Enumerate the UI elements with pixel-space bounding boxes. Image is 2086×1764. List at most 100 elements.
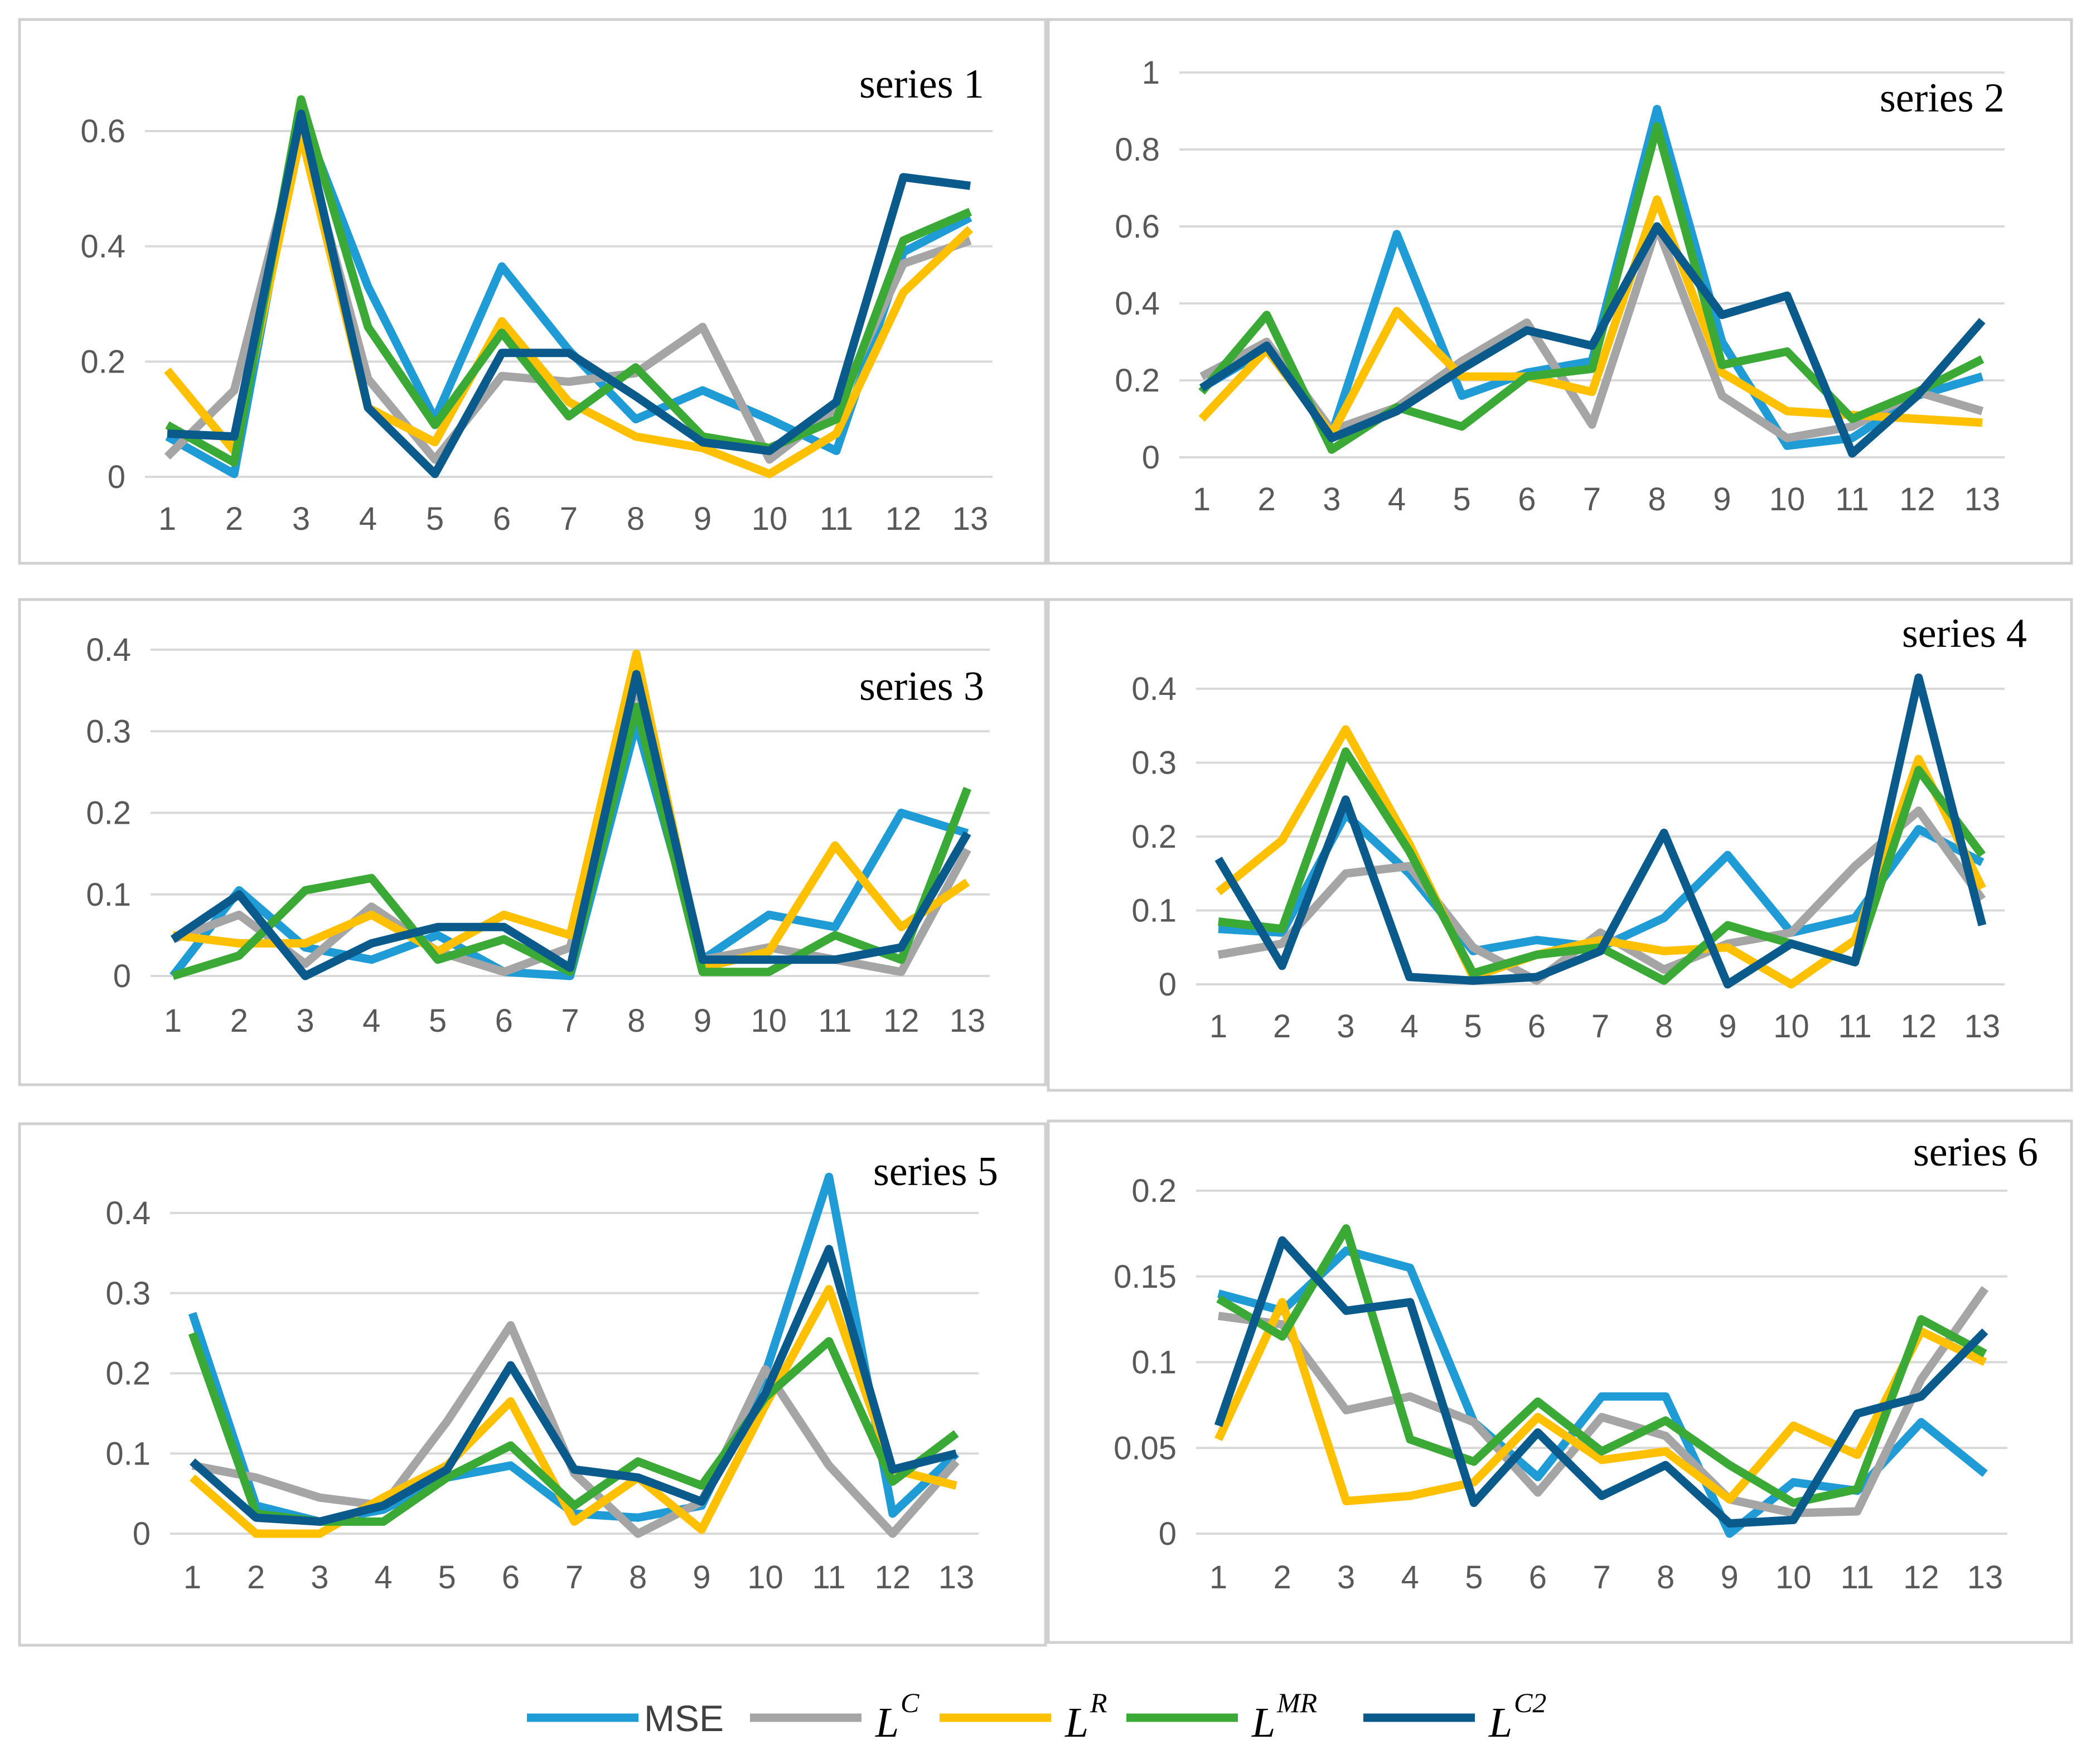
x-tick-label: 13 [1967, 1559, 2003, 1596]
x-tick-label: 13 [938, 1559, 975, 1596]
series-line-lc [1218, 1285, 1989, 1517]
x-tick-label: 5 [1465, 1559, 1483, 1596]
x-tick-label: 13 [952, 501, 989, 537]
x-tick-label: 7 [1593, 1559, 1610, 1596]
x-tick-label: 8 [1648, 481, 1666, 518]
y-tick-label: 0 [133, 1516, 151, 1552]
x-tick-label: 6 [1518, 481, 1536, 518]
y-tick-label: 0.3 [86, 713, 131, 750]
x-tick-label: 11 [1836, 481, 1869, 518]
panel-frame [18, 18, 1047, 565]
x-tick-label: 13 [1964, 1008, 2001, 1045]
legend-item-lmr: L MR [1126, 1687, 1317, 1746]
x-tick-label: 13 [950, 1003, 986, 1039]
series-line-lr [190, 1285, 957, 1538]
x-tick-label: 7 [561, 1003, 579, 1039]
y-tick-label: 0.2 [1115, 363, 1160, 399]
x-tick-label: 2 [247, 1559, 265, 1596]
x-tick-label: 1 [1209, 1559, 1227, 1596]
x-tick-label: 11 [812, 1559, 846, 1596]
y-tick-label: 0.1 [1131, 893, 1177, 929]
y-tick-label: 0.4 [1131, 671, 1177, 707]
series-line-lr [1214, 1298, 1987, 1506]
x-tick-label: 12 [883, 1003, 919, 1039]
x-tick-label: 13 [1964, 481, 2001, 518]
series-line-lmr [165, 95, 972, 467]
y-tick-label: 0.4 [105, 1195, 151, 1231]
x-tick-label: 3 [311, 1559, 328, 1596]
x-tick-label: 10 [1775, 1559, 1812, 1596]
y-tick-label: 0.4 [80, 229, 125, 265]
x-tick-label: 1 [164, 1003, 182, 1039]
x-tick-label: 1 [1209, 1008, 1227, 1045]
x-tick-label: 11 [1838, 1008, 1872, 1045]
y-tick-label: 0.2 [1131, 819, 1177, 855]
x-tick-label: 4 [1400, 1008, 1418, 1045]
x-tick-label: 8 [629, 1559, 647, 1596]
legend-label: L [875, 1699, 899, 1746]
x-tick-label: 4 [374, 1559, 392, 1596]
series-line-lr [172, 649, 970, 972]
x-tick-label: 9 [1713, 481, 1731, 518]
panel-title: series 2 [1880, 75, 2005, 121]
x-tick-label: 2 [230, 1003, 248, 1039]
x-tick-label: 10 [1769, 481, 1806, 518]
y-tick-label: 0 [1142, 439, 1160, 476]
legend-label-superscript: C2 [1514, 1687, 1546, 1718]
x-tick-label: 5 [438, 1559, 456, 1596]
x-tick-label: 9 [1721, 1559, 1739, 1596]
y-tick-label: 0.6 [80, 113, 125, 149]
panel-title: series 6 [1913, 1129, 2038, 1175]
x-tick-label: 3 [296, 1003, 314, 1039]
x-tick-label: 11 [820, 501, 853, 537]
x-tick-label: 2 [1258, 481, 1276, 518]
x-tick-label: 12 [885, 501, 922, 537]
x-tick-label: 6 [493, 501, 511, 537]
x-tick-label: 2 [1273, 1008, 1291, 1045]
y-tick-label: 0.4 [1115, 286, 1160, 322]
x-tick-label: 4 [362, 1003, 380, 1039]
x-tick-label: 12 [1899, 481, 1935, 518]
x-tick-label: 1 [183, 1559, 201, 1596]
y-tick-label: 0.4 [86, 632, 131, 668]
x-tick-label: 3 [1323, 481, 1340, 518]
x-tick-label: 5 [426, 501, 444, 537]
legend-label-superscript: R [1090, 1687, 1107, 1718]
legend-label-superscript: C [901, 1687, 919, 1718]
x-tick-label: 11 [1841, 1559, 1874, 1596]
y-tick-label: 0.05 [1114, 1430, 1177, 1466]
x-tick-label: 10 [1773, 1008, 1809, 1045]
series-line-lmr [1216, 1224, 1987, 1507]
series-line-lr [1216, 725, 1986, 989]
x-tick-label: 1 [1193, 481, 1211, 518]
panel-title: series 3 [859, 664, 984, 709]
legend-label-superscript: MR [1276, 1687, 1317, 1718]
panel-frame [1047, 18, 2073, 565]
legend-item-mse: MSE [527, 1698, 724, 1739]
y-tick-label: 0.8 [1115, 132, 1160, 168]
x-tick-label: 4 [1388, 481, 1406, 518]
panel-title: series 1 [859, 61, 984, 107]
y-tick-label: 0 [108, 459, 125, 495]
x-tick-label: 2 [225, 501, 243, 537]
x-tick-label: 7 [1591, 1008, 1609, 1045]
x-tick-label: 5 [1453, 481, 1471, 518]
x-tick-label: 9 [1719, 1008, 1736, 1045]
y-tick-label: 1 [1142, 55, 1160, 91]
x-tick-label: 12 [875, 1559, 911, 1596]
x-tick-label: 7 [560, 501, 578, 537]
x-tick-label: 9 [693, 1559, 710, 1596]
y-tick-label: 0.2 [86, 795, 131, 832]
x-tick-label: 1 [158, 501, 176, 537]
x-tick-label: 11 [818, 1003, 851, 1039]
legend-label: L [1488, 1699, 1512, 1746]
y-tick-label: 0.1 [1131, 1345, 1177, 1381]
x-tick-label: 5 [429, 1003, 447, 1039]
x-tick-label: 3 [1337, 1559, 1355, 1596]
